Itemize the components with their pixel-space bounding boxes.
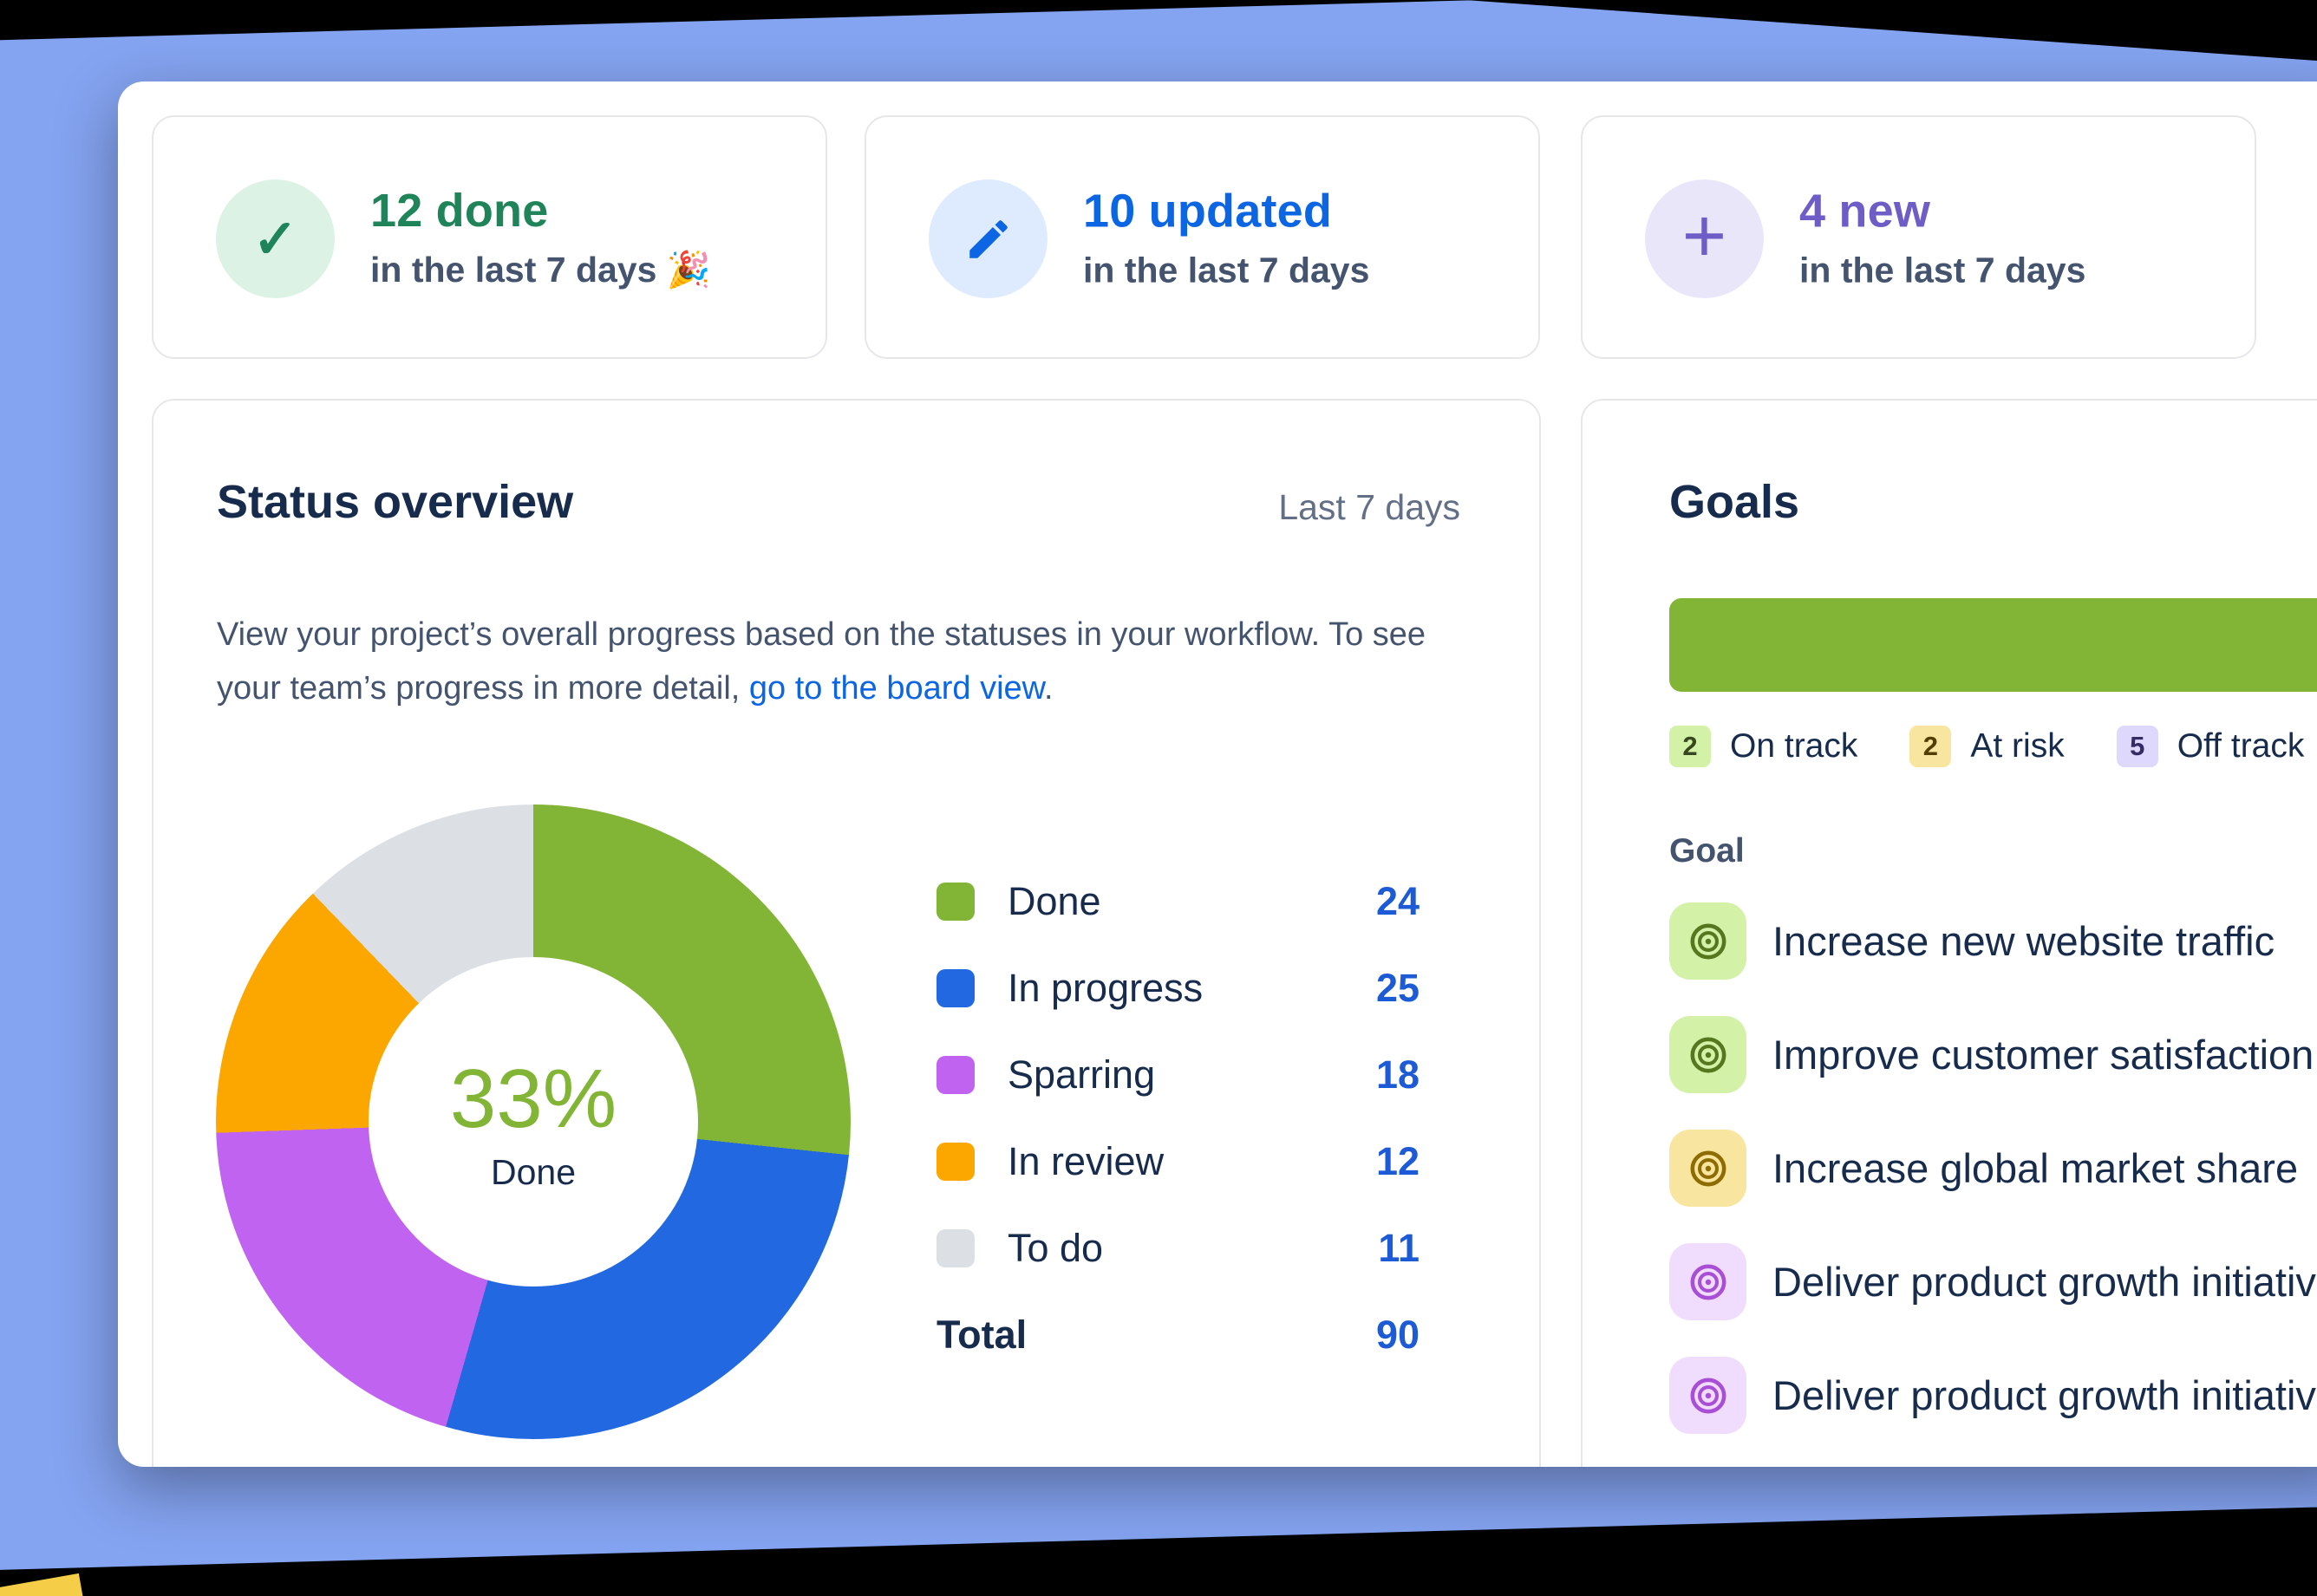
goal-row[interactable]: Deliver product growth initiatives xyxy=(1669,1225,2317,1339)
target-icon xyxy=(1669,1130,1746,1207)
goals-legend-off-track: 5 Off track xyxy=(2116,726,2304,767)
done-count-label: 12 done xyxy=(370,184,549,237)
status-donut-chart[interactable]: 33% Done xyxy=(216,805,851,1439)
pencil-icon xyxy=(929,179,1048,298)
updated-count-label: 10 updated xyxy=(1083,185,1333,237)
goal-row[interactable]: Improve customer satisfaction xyxy=(1669,998,2317,1111)
updated-sublabel: in the last 7 days xyxy=(1083,250,1370,290)
done-swatch xyxy=(937,883,975,921)
goal-row[interactable]: Deliver product growth initiatives xyxy=(1669,1339,2317,1452)
goal-column-header: Goal xyxy=(1669,832,1745,870)
legend-row-in-progress: In progress 25 xyxy=(937,945,1420,1032)
background-yellow-accent xyxy=(0,1573,87,1596)
goal-row[interactable]: Increase new website traffic xyxy=(1669,884,2317,998)
goals-legend-on-track: 2 On track xyxy=(1669,726,1857,767)
target-icon xyxy=(1669,1016,1746,1093)
target-icon xyxy=(1669,902,1746,980)
off-track-count-badge: 5 xyxy=(2116,726,2158,767)
goals-legend-at-risk: 2 At risk xyxy=(1909,726,2065,767)
goals-title: Goals xyxy=(1669,476,1800,528)
legend-row-total: Total 90 xyxy=(937,1313,1420,1357)
donut-center: 33% Done xyxy=(369,957,698,1287)
dashboard-card: ✓ 12 done in the last 7 days 🎉 10 update… xyxy=(118,81,2317,1467)
at-risk-count-badge: 2 xyxy=(1909,726,1952,767)
legend-row-to-do: To do 11 xyxy=(937,1205,1420,1292)
board-view-link[interactable]: go to the board view xyxy=(748,669,1045,707)
check-icon: ✓ xyxy=(216,179,335,298)
goals-legend: 2 On track 2 At risk 5 Off track xyxy=(1669,709,2317,784)
donut-done-label: Done xyxy=(490,1151,576,1192)
summary-card-updated[interactable]: 10 updated in the last 7 days xyxy=(865,115,1540,359)
status-legend: Done 24 In progress 25 Sparring 18 In re… xyxy=(937,858,1420,1378)
on-track-count-badge: 2 xyxy=(1669,726,1711,767)
target-icon xyxy=(1669,1243,1746,1320)
donut-percent-label: 33% xyxy=(449,1052,617,1145)
goal-row[interactable]: Increase global market share xyxy=(1669,1111,2317,1225)
goal-list: Increase new website traffic Improve cus… xyxy=(1669,884,2317,1452)
legend-row-in-review: In review 12 xyxy=(937,1118,1420,1205)
legend-row-sparring: Sparring 18 xyxy=(937,1032,1420,1118)
status-overview-panel: Status overview Last 7 days View your pr… xyxy=(152,399,1541,1467)
status-overview-title: Status overview xyxy=(217,476,574,528)
plus-icon: + xyxy=(1645,179,1764,298)
done-sublabel: in the last 7 days 🎉 xyxy=(370,249,711,290)
to-do-swatch xyxy=(937,1229,975,1267)
sparring-swatch xyxy=(937,1056,975,1094)
period-label: Last 7 days xyxy=(1278,487,1460,527)
goals-progress-bar[interactable] xyxy=(1669,598,2317,692)
in-review-swatch xyxy=(937,1143,975,1181)
new-sublabel: in the last 7 days xyxy=(1799,250,2086,290)
summary-card-done[interactable]: ✓ 12 done in the last 7 days 🎉 xyxy=(152,115,827,359)
goals-panel: Goals 2 On track 2 At risk 5 Off track G… xyxy=(1581,399,2317,1467)
in-progress-swatch xyxy=(937,969,975,1007)
target-icon xyxy=(1669,1357,1746,1434)
legend-row-done: Done 24 xyxy=(937,858,1420,945)
status-overview-description: View your project’s overall progress bas… xyxy=(217,616,1426,707)
summary-card-new[interactable]: + 4 new in the last 7 days xyxy=(1581,115,2256,359)
new-count-label: 4 new xyxy=(1799,185,1931,237)
